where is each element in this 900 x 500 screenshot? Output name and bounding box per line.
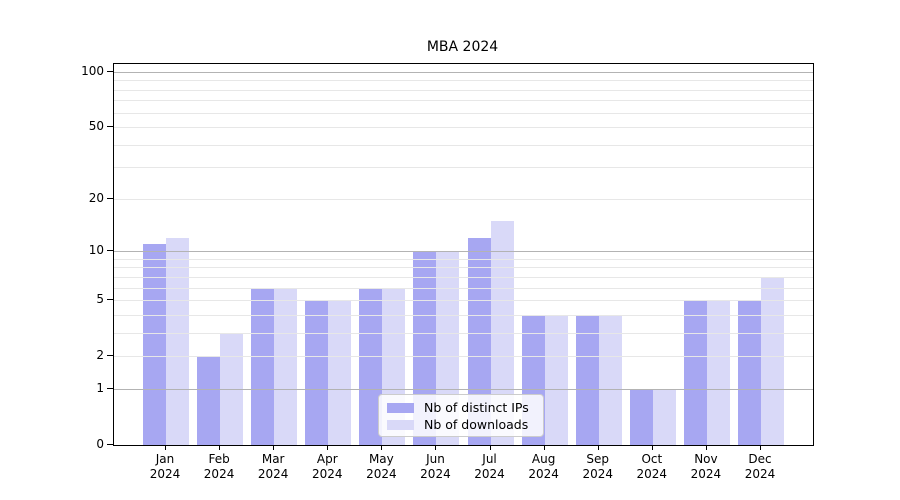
y-tick-mark: [107, 444, 113, 445]
x-tick-label: Mar 2024: [257, 452, 289, 481]
bar-distinct-ips: [197, 356, 221, 445]
gridline-major: [114, 388, 813, 390]
x-tick-mark: [327, 445, 329, 450]
gridline-minor: [114, 314, 813, 316]
gridline-minor: [114, 127, 813, 129]
gridline-major: [114, 71, 813, 73]
y-tick-label: 20: [88, 190, 104, 205]
bar-downloads: [761, 276, 784, 445]
gridline-minor: [114, 276, 813, 278]
bar-distinct-ips: [359, 287, 383, 445]
y-tick-mark: [107, 387, 113, 389]
bar-distinct-ips: [575, 314, 599, 445]
gridline-minor: [114, 198, 813, 200]
legend: Nb of distinct IPs Nb of downloads: [378, 394, 544, 437]
x-tick-label: Jun 2024: [420, 452, 451, 481]
bar-distinct-ips: [683, 300, 707, 445]
y-tick-label: 2: [96, 348, 104, 363]
y-tick-mark: [107, 250, 113, 252]
x-tick-mark: [705, 445, 707, 450]
chart-title: MBA 2024: [426, 39, 499, 55]
legend-swatch-distinct-ips: [387, 403, 414, 413]
x-tick-mark: [165, 445, 166, 450]
bar-downloads: [544, 314, 568, 445]
legend-row: Nb of distinct IPs: [387, 400, 535, 416]
y-tick-mark: [107, 197, 113, 199]
gridline-major: [114, 251, 813, 253]
x-tick-label: Apr 2024: [311, 452, 343, 481]
x-tick-label: Oct 2024: [636, 452, 668, 481]
y-tick-mark: [107, 355, 113, 357]
y-tick-label: 1: [96, 380, 104, 395]
x-tick-label: Aug 2024: [528, 452, 559, 481]
gridline-minor: [114, 267, 813, 269]
bar-distinct-ips: [629, 388, 653, 445]
bar-downloads: [652, 388, 676, 445]
x-tick-mark: [651, 445, 653, 450]
x-tick-mark: [543, 445, 545, 450]
y-tick-mark: [107, 126, 113, 128]
x-tick-mark: [219, 445, 221, 450]
gridline-minor: [114, 167, 813, 169]
gridline-minor: [114, 300, 813, 302]
x-tick-label: Jan 2024: [149, 452, 181, 481]
x-tick-label: Feb 2024: [203, 452, 235, 481]
x-tick-label: May 2024: [366, 452, 397, 481]
x-tick-label: Nov 2024: [690, 452, 722, 481]
y-tick-label: 50: [88, 119, 104, 134]
gridline-minor: [114, 356, 813, 358]
bar-downloads: [166, 237, 189, 445]
y-tick-label: 0: [96, 437, 104, 451]
bar-distinct-ips: [251, 287, 275, 445]
plot-area: [113, 63, 814, 446]
legend-label-distinct-ips: Nb of distinct IPs: [424, 400, 529, 415]
bar-downloads: [328, 300, 352, 445]
x-tick-label: Sep 2024: [582, 452, 613, 481]
x-tick-mark: [760, 445, 761, 450]
gridline-minor: [114, 144, 813, 146]
x-tick-mark: [597, 445, 599, 450]
x-tick-mark: [489, 445, 491, 450]
gridline-minor: [114, 258, 813, 260]
x-tick-mark: [273, 445, 275, 450]
x-tick-label: Jul 2024: [474, 452, 505, 481]
gridline-minor: [114, 332, 813, 334]
bar-downloads: [598, 314, 622, 445]
gridline-minor: [114, 89, 813, 91]
bar-downloads: [274, 287, 298, 445]
gridline-minor: [114, 80, 813, 82]
bar-distinct-ips: [143, 244, 166, 445]
y-tick-mark: [107, 70, 113, 72]
gridline-minor: [114, 287, 813, 289]
bar-downloads: [706, 300, 730, 445]
bar-distinct-ips: [305, 300, 329, 445]
x-tick-label: Dec 2024: [744, 452, 776, 481]
bar-distinct-ips: [738, 300, 761, 445]
x-tick-mark: [381, 445, 383, 450]
x-tick-mark: [435, 445, 437, 450]
bar-distinct-ips: [467, 237, 491, 445]
legend-swatch-downloads: [387, 420, 414, 430]
y-tick-label: 10: [88, 243, 104, 258]
gridline-minor: [114, 112, 813, 114]
y-tick-label: 100: [81, 63, 104, 78]
gridline-minor: [114, 100, 813, 102]
legend-row: Nb of downloads: [387, 417, 535, 433]
y-tick-mark: [107, 299, 113, 301]
legend-label-downloads: Nb of downloads: [424, 417, 529, 432]
y-tick-label: 5: [96, 292, 104, 307]
